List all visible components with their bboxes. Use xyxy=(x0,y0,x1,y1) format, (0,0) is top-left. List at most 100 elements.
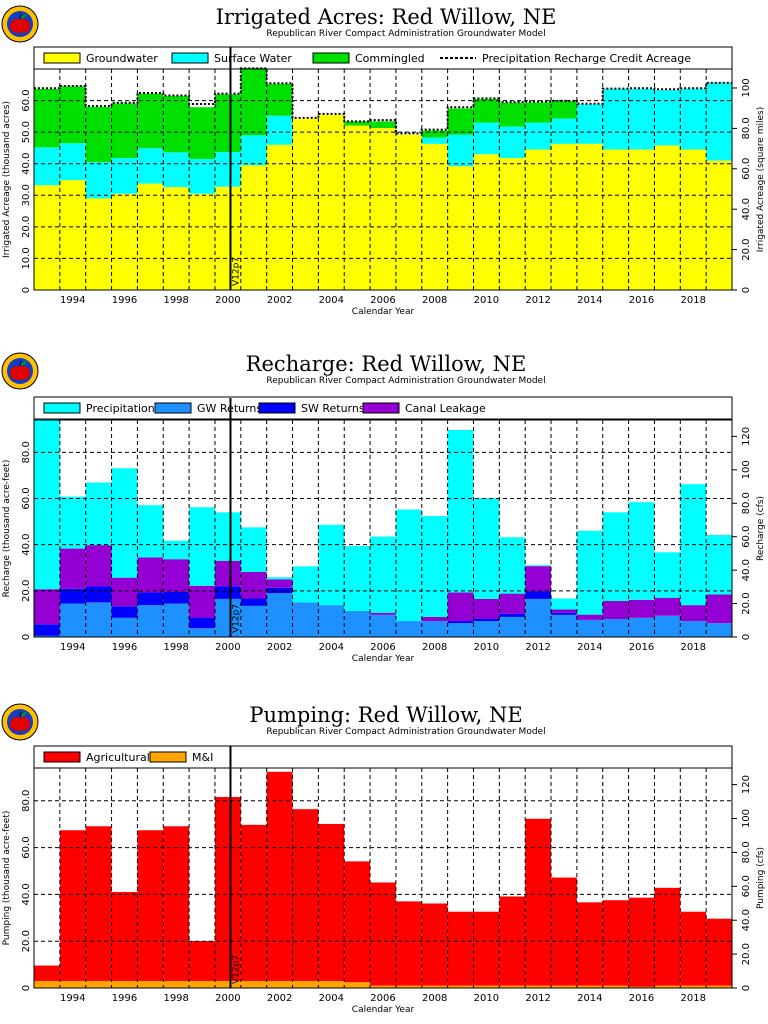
plot-frame xyxy=(33,419,733,638)
bar-surface-water xyxy=(189,158,215,194)
bar-m-i xyxy=(266,980,293,988)
legend-label: Precipitation Recharge Credit Acreage xyxy=(482,52,691,65)
bar-agricultural xyxy=(266,771,293,981)
y-tick-label: 20.0 xyxy=(21,216,32,238)
bar-precipitation xyxy=(189,507,215,586)
bar-groundwater xyxy=(473,154,500,290)
bar-gw-returns xyxy=(395,621,422,637)
right-tick-label: 40.0 xyxy=(741,559,752,581)
bar-precipitation xyxy=(163,540,190,560)
bar-canal-leakage xyxy=(628,599,655,618)
legend-swatch xyxy=(154,402,192,414)
apple-logo-icon xyxy=(1,5,39,43)
bar-agricultural xyxy=(370,882,396,986)
bar-groundwater xyxy=(499,158,526,290)
bar-gw-returns xyxy=(214,598,241,637)
y-tick-label: 20.0 xyxy=(21,580,32,602)
bar-agricultural xyxy=(292,809,319,981)
bar-gw-returns xyxy=(240,605,267,637)
bar-agricultural xyxy=(654,887,681,986)
bar-precipitation xyxy=(137,505,164,558)
bar-m-i xyxy=(189,980,215,988)
bar-m-i xyxy=(292,980,319,988)
bar-gw-returns xyxy=(576,619,603,637)
y-tick-label: 40.0 xyxy=(21,883,32,905)
bar-canal-leakage xyxy=(654,597,681,616)
y-tick-label: 0 xyxy=(21,634,32,640)
bar-precipitation xyxy=(344,546,371,611)
bar-m-i xyxy=(654,985,681,988)
bar-gw-returns xyxy=(137,605,164,637)
bar-m-i xyxy=(680,985,707,988)
bar-agricultural xyxy=(163,826,190,981)
bar-gw-returns xyxy=(292,602,319,637)
x-axis-label: Calendar Year xyxy=(352,654,415,664)
bar-agricultural xyxy=(59,830,86,981)
bar-sw-returns xyxy=(447,621,474,624)
bar-commingled xyxy=(85,106,112,163)
bar-canal-leakage xyxy=(473,598,500,619)
bar-surface-water xyxy=(628,88,655,150)
x-tick-label: 2004 xyxy=(319,295,344,306)
bar-surface-water xyxy=(240,135,267,166)
bar-agricultural xyxy=(111,892,138,981)
bar-m-i xyxy=(34,980,60,988)
bar-canal-leakage xyxy=(551,609,577,613)
bar-groundwater xyxy=(680,149,707,290)
bar-precipitation xyxy=(240,527,267,572)
bar-agricultural xyxy=(240,824,267,981)
legend-swatch xyxy=(43,52,81,64)
bar-commingled xyxy=(447,108,474,135)
y-tick-label: 40.0 xyxy=(21,153,32,175)
bar-groundwater xyxy=(34,185,60,290)
bar-surface-water xyxy=(85,162,112,199)
bar-canal-leakage xyxy=(266,579,293,588)
x-tick-label: 2016 xyxy=(629,295,654,306)
bar-gw-returns xyxy=(473,621,500,637)
x-tick-label: 2000 xyxy=(215,295,240,306)
bar-commingled xyxy=(525,102,552,123)
x-axis-label: Calendar Year xyxy=(352,307,415,317)
chart-title: Recharge: Red Willow, NE xyxy=(246,352,527,376)
bar-gw-returns xyxy=(344,610,371,637)
x-tick-label: 2002 xyxy=(267,295,292,306)
x-tick-label: 2006 xyxy=(370,642,395,653)
bar-commingled xyxy=(59,86,86,144)
bar-agricultural xyxy=(602,900,629,986)
y-tick-label: 0 xyxy=(21,985,32,991)
y-tick-label: 80.0 xyxy=(21,790,32,812)
bar-sw-returns xyxy=(111,606,138,618)
legend-swatch xyxy=(258,402,296,414)
bar-m-i xyxy=(395,985,422,988)
bar-canal-leakage xyxy=(525,566,552,592)
y-tick-label: 0 xyxy=(21,287,32,293)
right-axis-label: Irrigated Acreage (square miles) xyxy=(756,107,766,252)
bar-m-i xyxy=(551,985,577,988)
x-tick-label: 2010 xyxy=(474,993,499,1004)
bar-m-i xyxy=(318,980,345,988)
bar-surface-water xyxy=(551,118,577,144)
bar-groundwater xyxy=(292,118,319,291)
bar-precipitation xyxy=(395,509,422,622)
bar-m-i xyxy=(344,982,371,988)
right-tick-label: 0 xyxy=(741,287,752,293)
bar-gw-returns xyxy=(602,618,629,637)
y-axis-label: Pumping (thousand acre-feet) xyxy=(2,811,12,946)
bar-canal-leakage xyxy=(447,592,474,622)
bar-m-i xyxy=(602,985,629,988)
bar-precipitation xyxy=(551,598,577,610)
x-tick-label: 2018 xyxy=(680,642,705,653)
bar-m-i xyxy=(525,985,552,988)
right-tick-label: 40.0 xyxy=(741,198,752,220)
bar-groundwater xyxy=(85,198,112,290)
bar-groundwater xyxy=(266,144,293,290)
bar-precipitation xyxy=(318,524,345,606)
bar-m-i xyxy=(473,985,500,988)
bar-agricultural xyxy=(395,901,422,986)
bar-m-i xyxy=(137,980,164,988)
bar-groundwater xyxy=(551,143,577,290)
x-tick-label: 2014 xyxy=(577,295,602,306)
x-tick-label: 1996 xyxy=(112,642,137,653)
right-tick-label: 0 xyxy=(741,985,752,991)
